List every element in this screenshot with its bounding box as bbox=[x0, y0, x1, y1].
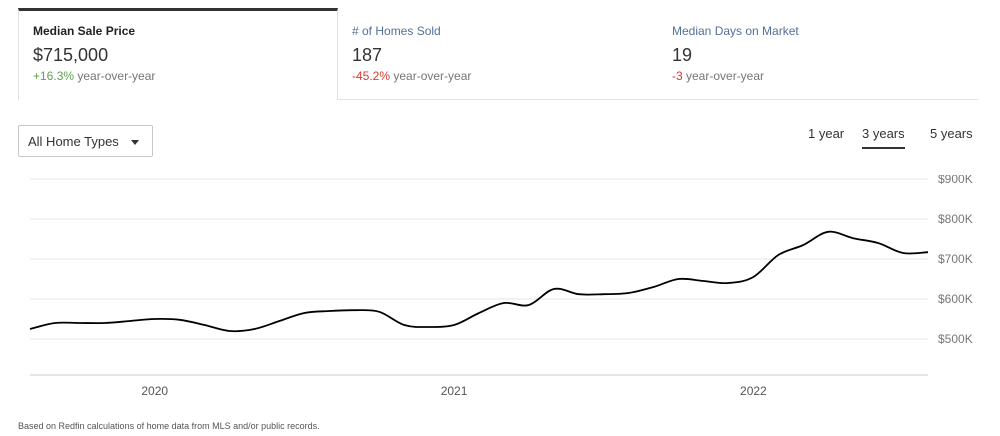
tab-median-days-on-market[interactable]: Median Days on Market 19 -3 year-over-ye… bbox=[658, 8, 978, 98]
change-percent: +16.3% bbox=[33, 69, 75, 83]
change-percent: -3 bbox=[672, 69, 683, 83]
tab-label: Median Sale Price bbox=[33, 24, 136, 38]
x-tick-label: 2021 bbox=[441, 384, 468, 398]
tab-value: $715,000 bbox=[33, 45, 109, 65]
home-type-dropdown[interactable]: All Home Types bbox=[18, 125, 153, 157]
x-tick-label: 2022 bbox=[740, 384, 767, 398]
tab-change: -45.2% year-over-year bbox=[352, 68, 644, 84]
x-tick-label: 2020 bbox=[141, 384, 168, 398]
caret-down-icon bbox=[131, 140, 139, 145]
metric-tabs: Median Sale Price $715,000 +16.3% year-o… bbox=[18, 8, 978, 100]
range-3-years[interactable]: 3 years bbox=[862, 126, 905, 149]
y-tick-label: $800K bbox=[938, 212, 973, 226]
range-1-year[interactable]: 1 year bbox=[808, 126, 845, 141]
range-5-years[interactable]: 5 years bbox=[930, 126, 973, 141]
y-tick-label: $600K bbox=[938, 292, 973, 306]
change-suffix: year-over-year bbox=[74, 69, 156, 83]
tab-label: # of Homes Sold bbox=[352, 24, 441, 38]
median-sale-price-chart: $900K $800K $700K $600K $500K 2020 2021 2022 bbox=[29, 175, 973, 398]
change-suffix: year-over-year bbox=[390, 69, 472, 83]
y-tick-label: $900K bbox=[938, 175, 973, 186]
tab-homes-sold[interactable]: # of Homes Sold 187 -45.2% year-over-yea… bbox=[338, 8, 658, 98]
y-tick-label: $500K bbox=[938, 332, 973, 346]
tab-median-sale-price[interactable]: Median Sale Price $715,000 +16.3% year-o… bbox=[18, 8, 338, 100]
tab-label: Median Days on Market bbox=[672, 24, 799, 38]
home-type-selected: All Home Types bbox=[28, 134, 119, 149]
median-price-line bbox=[29, 230, 929, 333]
tab-change: +16.3% year-over-year bbox=[33, 68, 323, 84]
y-tick-label: $700K bbox=[938, 252, 973, 266]
change-suffix: year-over-year bbox=[682, 69, 765, 83]
tab-value: 19 bbox=[672, 45, 693, 65]
data-source-footnote: Based on Redfin calculations of home dat… bbox=[18, 421, 320, 431]
change-percent: -45.2% bbox=[352, 69, 391, 83]
tab-value: 187 bbox=[352, 45, 383, 65]
tab-change: -3 year-over-year bbox=[672, 68, 964, 84]
